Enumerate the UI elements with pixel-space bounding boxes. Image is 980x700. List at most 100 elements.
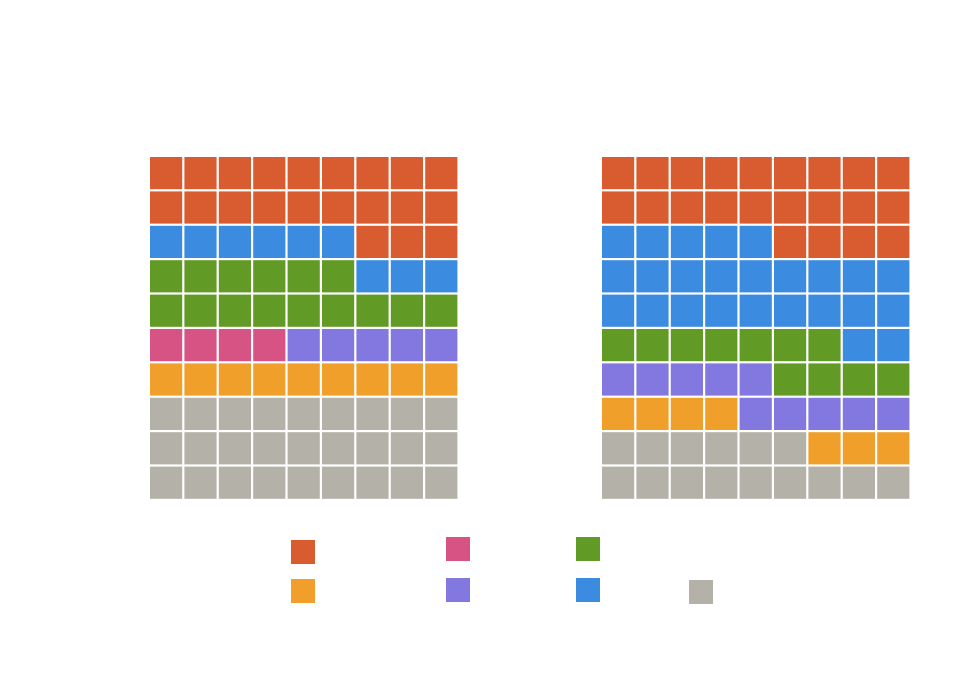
waffle-cell: [705, 260, 738, 293]
waffle-cell: [808, 397, 841, 430]
waffle-cell: [774, 466, 807, 499]
waffle-cell: [808, 432, 841, 465]
waffle-cell: [808, 363, 841, 396]
waffle-cell: [184, 363, 217, 396]
legend-swatch: [446, 537, 470, 561]
waffle-cell: [670, 329, 703, 362]
waffle-cell: [322, 397, 355, 430]
waffle-cell: [322, 466, 355, 499]
waffle-cell: [150, 466, 183, 499]
waffle-cell: [356, 397, 389, 430]
waffle-cell: [842, 329, 875, 362]
waffle-cell: [184, 397, 217, 430]
waffle-cell: [602, 466, 635, 499]
waffle-cell: [287, 260, 320, 293]
waffle-cell: [808, 191, 841, 224]
legend-swatch: [689, 580, 713, 604]
waffle-cell: [218, 432, 251, 465]
waffle-cell: [150, 157, 183, 190]
waffle-cell: [877, 363, 910, 396]
waffle-cell: [670, 191, 703, 224]
waffle-cell: [150, 260, 183, 293]
waffle-cell: [636, 466, 669, 499]
waffle-cell: [636, 294, 669, 327]
waffle-cell: [184, 432, 217, 465]
waffle-cell: [356, 260, 389, 293]
waffle-cell: [808, 329, 841, 362]
waffle-cell: [739, 191, 772, 224]
waffle-cell: [150, 225, 183, 258]
waffle-cell: [602, 363, 635, 396]
waffle-cell: [425, 466, 458, 499]
waffle-cell: [253, 363, 286, 396]
waffle-cell: [425, 294, 458, 327]
waffle-cell: [287, 363, 320, 396]
legend-swatch: [576, 578, 600, 602]
waffle-cell: [356, 294, 389, 327]
waffle-cell: [184, 191, 217, 224]
waffle-cell: [253, 157, 286, 190]
waffle-cell: [636, 191, 669, 224]
waffle-cell: [218, 294, 251, 327]
waffle-cell: [322, 363, 355, 396]
waffle-cell: [218, 260, 251, 293]
waffle-cell: [322, 191, 355, 224]
waffle-cell: [322, 432, 355, 465]
waffle-cell: [253, 294, 286, 327]
waffle-cell: [808, 260, 841, 293]
waffle-cell: [322, 294, 355, 327]
waffle-cell: [842, 432, 875, 465]
waffle-cell: [390, 466, 423, 499]
waffle-cell: [705, 466, 738, 499]
waffle-cell: [218, 157, 251, 190]
waffle-cell: [253, 432, 286, 465]
legend-swatch: [576, 537, 600, 561]
waffle-cell: [184, 466, 217, 499]
waffle-cell: [218, 397, 251, 430]
waffle-cell: [425, 225, 458, 258]
waffle-cell: [705, 363, 738, 396]
waffle-cell: [670, 466, 703, 499]
waffle-cell: [253, 329, 286, 362]
waffle-cell: [877, 397, 910, 430]
waffle-cell: [287, 294, 320, 327]
waffle-cell: [774, 157, 807, 190]
waffle-cell: [808, 294, 841, 327]
waffle-cell: [877, 260, 910, 293]
waffle-cell: [253, 191, 286, 224]
waffle-cell: [322, 329, 355, 362]
waffle-cell: [390, 397, 423, 430]
waffle-cell: [774, 260, 807, 293]
waffle-cell: [218, 191, 251, 224]
waffle-cell: [356, 329, 389, 362]
waffle-cell: [842, 294, 875, 327]
waffle-cell: [602, 260, 635, 293]
waffle-cell: [184, 260, 217, 293]
waffle-cell: [739, 363, 772, 396]
legend-swatch: [291, 579, 315, 603]
waffle-cell: [842, 225, 875, 258]
waffle-cell: [739, 397, 772, 430]
waffle-cell: [253, 260, 286, 293]
waffle-cell: [150, 294, 183, 327]
waffle-cell: [842, 466, 875, 499]
waffle-cell: [670, 260, 703, 293]
waffle-cell: [774, 191, 807, 224]
legend-swatch: [291, 540, 315, 564]
waffle-cell: [670, 225, 703, 258]
waffle-cell: [842, 191, 875, 224]
waffle-cell: [670, 157, 703, 190]
waffle-cell: [670, 294, 703, 327]
waffle-cell: [287, 191, 320, 224]
waffle-cell: [842, 363, 875, 396]
waffle-cell: [705, 329, 738, 362]
waffle-cell: [808, 225, 841, 258]
waffle-cell: [390, 191, 423, 224]
waffle-cell: [287, 432, 320, 465]
waffle-cell: [390, 260, 423, 293]
waffle-cell: [390, 294, 423, 327]
waffle-cell: [670, 397, 703, 430]
waffle-cell: [877, 225, 910, 258]
waffle-cell: [842, 397, 875, 430]
waffle-cell: [425, 191, 458, 224]
